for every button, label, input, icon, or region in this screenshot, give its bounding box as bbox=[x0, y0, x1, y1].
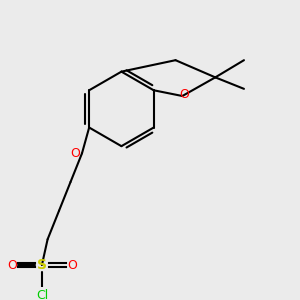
Text: O: O bbox=[67, 259, 77, 272]
Text: O: O bbox=[7, 259, 17, 272]
Text: O: O bbox=[179, 88, 189, 101]
Text: O: O bbox=[70, 147, 80, 160]
Text: Cl: Cl bbox=[36, 289, 48, 300]
Text: S: S bbox=[37, 258, 47, 272]
